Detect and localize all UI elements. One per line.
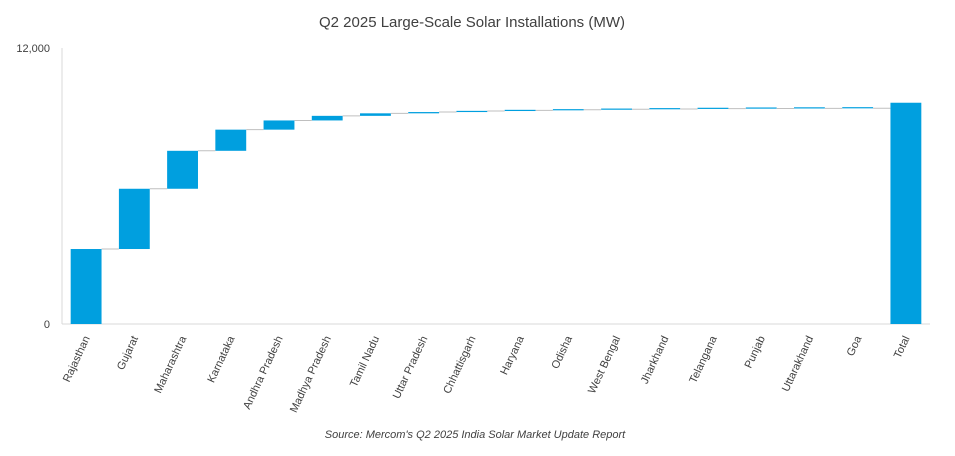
x-tick-label: Karnataka <box>205 333 237 384</box>
bar-total <box>890 102 922 325</box>
y-tick-label: 12,000 <box>16 43 50 55</box>
bar-jharkhand <box>649 108 681 110</box>
bar-punjab <box>745 107 777 109</box>
bar-west-bengal <box>601 108 632 110</box>
x-tick-label: West Bengal <box>586 334 623 395</box>
bar-rajasthan <box>70 249 102 324</box>
bar-uttar-pradesh <box>408 112 440 114</box>
bar-goa <box>842 107 874 109</box>
x-tick-label: Madhya Pradesh <box>288 334 334 414</box>
x-tick-label: Maharashtra <box>152 333 189 395</box>
plot-area: 0 12,000 Rajasthan Gujarat Maharashtra Karnat… <box>16 43 930 415</box>
x-tick-label: Goa <box>845 333 865 358</box>
x-tick-label: Punjab <box>743 334 768 370</box>
bar-madhya-pradesh <box>311 115 343 121</box>
bar-telangana <box>697 107 729 109</box>
y-tick-label: 0 <box>44 319 50 331</box>
x-tick-label: Uttarakhand <box>780 334 816 393</box>
x-tick-label: Telangana <box>687 333 720 385</box>
x-tick-label: Uttar Pradesh <box>391 334 431 401</box>
x-tick-label: Chhattisgarh <box>441 334 478 396</box>
x-tick-label: Rajasthan <box>61 334 93 384</box>
bar-odisha <box>552 109 584 111</box>
x-tick-label: Tamil Nadu <box>348 334 382 389</box>
bar-gujarat <box>118 188 150 250</box>
bar-karnataka <box>215 129 247 151</box>
bar-chhattisgarh <box>456 110 488 113</box>
source-note: Source: Mercom's Q2 2025 India Solar Mar… <box>325 429 626 441</box>
bar-uttarakhand <box>794 107 825 109</box>
bar-tamil-nadu <box>360 113 391 116</box>
chart-title: Q2 2025 Large-Scale Solar Installations … <box>319 14 625 31</box>
x-tick-label: Andhra Pradesh <box>241 334 285 411</box>
x-tick-label: Total <box>892 334 913 360</box>
x-tick-label: Gujarat <box>115 334 141 372</box>
x-tick-label: Odisha <box>549 333 575 370</box>
x-tick-label: Haryana <box>498 333 527 377</box>
bar-maharashtra <box>167 150 198 189</box>
bar-andhra-pradesh <box>263 120 295 130</box>
bar-haryana <box>504 109 536 112</box>
x-tick-label: Jharkhand <box>639 334 672 386</box>
